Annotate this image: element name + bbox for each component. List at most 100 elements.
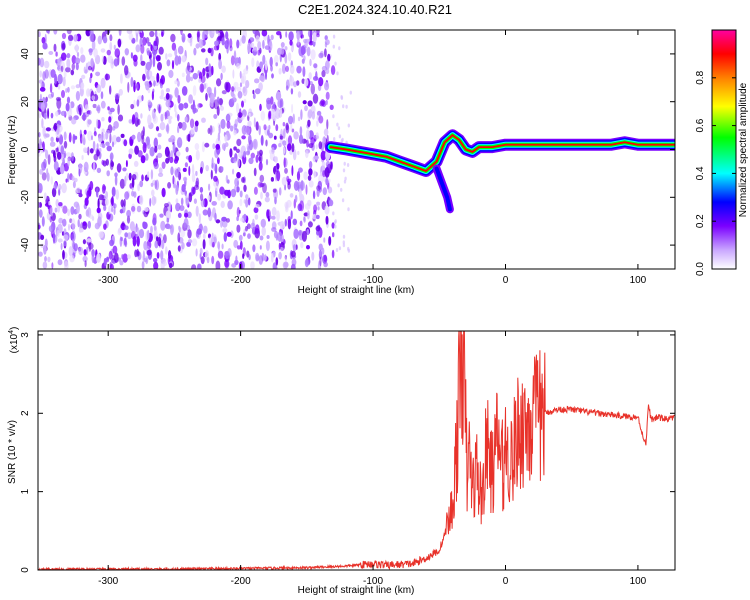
noise-speckle [42,71,46,81]
noise-speckle [217,157,220,165]
noise-speckle [109,41,113,51]
noise-speckle [324,42,328,48]
noise-speckle [278,251,282,260]
noise-speckle [329,104,334,111]
noise-speckle [260,110,266,121]
noise-speckle [165,210,171,220]
noise-speckle [215,143,220,150]
noise-speckle [87,61,91,68]
noise-speckle [89,148,94,154]
noise-speckle [222,220,228,228]
noise-speckle [161,187,166,198]
noise-speckle [137,118,141,126]
noise-speckle [71,117,77,125]
noise-speckle [157,152,163,159]
y-tick-label: -40 [20,237,31,252]
noise-speckle [126,215,131,224]
noise-speckle [282,122,286,127]
noise-speckle [96,118,99,128]
noise-speckle [292,149,297,161]
noise-speckle [96,167,102,174]
noise-speckle [201,141,205,153]
noise-speckle [134,249,138,258]
noise-speckle [160,75,165,85]
noise-speckle [109,85,112,95]
noise-speckle [233,158,237,164]
noise-speckle [97,35,103,45]
noise-speckle [325,91,330,100]
noise-speckle [106,145,112,152]
noise-speckle [105,73,108,81]
noise-speckle [49,83,53,94]
noise-speckle [65,67,71,73]
noise-speckle [75,62,79,71]
noise-speckle [102,36,108,44]
noise-speckle [119,209,124,214]
noise-speckle [342,168,346,173]
noise-speckle [217,241,221,250]
noise-speckle [149,197,152,207]
noise-speckle [207,195,211,201]
noise-speckle [264,196,270,203]
noise-speckle [162,261,167,267]
noise-speckle [151,48,158,55]
noise-speckle [88,242,94,250]
noise-speckle [235,255,238,263]
noise-speckle [347,248,351,253]
noise-speckle [288,31,294,41]
noise-speckle [271,206,277,217]
noise-speckle [224,142,229,148]
noise-speckle [133,59,138,67]
noise-speckle [284,167,288,174]
noise-speckle [82,255,88,263]
noise-speckle [161,239,165,250]
noise-speckle [202,209,208,216]
noise-speckle [299,126,303,136]
noise-speckle [208,63,211,72]
noise-speckle [165,92,170,100]
noise-speckle [255,154,259,163]
noise-speckle [68,246,73,257]
noise-speckle [85,209,90,217]
noise-speckle [103,205,107,211]
noise-speckle [209,92,215,104]
noise-speckle [315,225,321,232]
noise-speckle [313,155,319,160]
noise-speckle [210,169,213,180]
noise-speckle [150,44,153,52]
noise-region [38,30,352,269]
noise-speckle [147,171,150,178]
noise-speckle [215,260,221,269]
noise-speckle [95,187,99,198]
noise-speckle [137,131,142,143]
noise-speckle [317,206,320,211]
noise-speckle [84,260,87,268]
noise-speckle [290,263,296,269]
noise-speckle [38,152,41,157]
noise-speckle [323,237,326,243]
noise-speckle [45,96,48,103]
noise-speckle [100,91,104,100]
noise-speckle [169,156,174,164]
noise-speckle [83,129,87,135]
noise-speckle [285,124,290,134]
noise-speckle [120,133,125,138]
noise-speckle [39,57,45,68]
noise-speckle [78,213,82,220]
noise-speckle [278,68,282,75]
noise-speckle [79,107,82,116]
noise-speckle [160,89,165,97]
noise-speckle [126,254,131,260]
noise-speckle [301,230,307,242]
noise-speckle [224,251,230,260]
noise-speckle [109,133,112,144]
noise-speckle [170,166,174,176]
noise-speckle [329,161,333,169]
noise-speckle [101,159,105,166]
noise-speckle [212,143,216,150]
noise-speckle [190,127,195,135]
noise-speckle [170,135,176,143]
noise-speckle [78,228,84,233]
noise-speckle [174,111,178,118]
noise-speckle [299,200,305,212]
